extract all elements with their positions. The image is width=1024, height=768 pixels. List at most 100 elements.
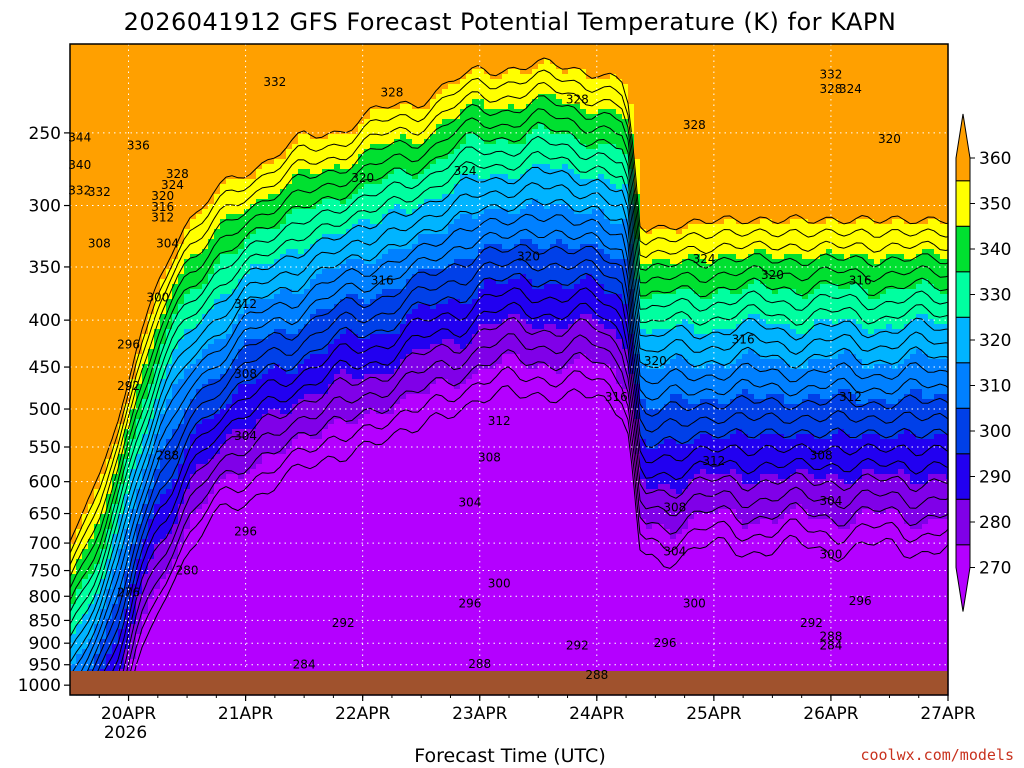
contour-label: 276 (117, 585, 140, 599)
y-tick-label: 650 (29, 505, 61, 525)
contour-label: 336 (127, 138, 150, 152)
contour-label: 300 (683, 597, 706, 611)
contour-label: 320 (761, 268, 784, 282)
ground-strip (70, 671, 948, 695)
isentrope-contours (69, 57, 949, 696)
isentrope-336 (69, 135, 949, 613)
x-tick-label: 23APR (452, 704, 508, 724)
colorbar-label: 350 (979, 195, 1011, 215)
colorbar: 270 280 290 300 310 320 330 340 350 360 (955, 113, 1011, 612)
y-tick-label: 250 (29, 124, 61, 144)
colorbar-label: 310 (979, 377, 1011, 397)
contour-label: 304 (663, 545, 686, 559)
contour-label: 316 (371, 273, 394, 287)
contour-label: 316 (605, 390, 628, 404)
contour-label: 316 (849, 273, 872, 287)
contour-label: 328 (166, 167, 189, 181)
contour-label: 288 (585, 668, 608, 682)
isentrope-320 (69, 198, 949, 663)
colorbar-swatch (955, 113, 971, 182)
contour-label: 304 (459, 495, 482, 509)
y-tick-label: 900 (29, 634, 61, 654)
contour-label: 292 (800, 616, 823, 630)
y-tick-label: 1000 (18, 676, 61, 696)
isentrope-272 (128, 385, 949, 696)
contour-label: 308 (663, 500, 686, 514)
contour-label: 288 (819, 629, 842, 643)
contour-label: 308 (88, 236, 111, 250)
potential-temperature-field (70, 44, 949, 696)
colorbar-label: 280 (979, 513, 1011, 533)
isentrope-296 (91, 287, 949, 696)
contour-label: 328 (380, 86, 403, 100)
contour-label: 296 (849, 594, 872, 608)
x-tick-label: 24APR (569, 704, 625, 724)
contour-label: 332 (819, 68, 842, 82)
y-tick-label: 300 (29, 197, 61, 217)
contour-label: 304 (819, 494, 842, 508)
colorbar-label: 330 (979, 286, 1011, 306)
contour-label: 288 (468, 657, 491, 671)
chart-title: 2026041912 GFS Forecast Potential Temper… (124, 8, 897, 36)
contour-label: 284 (293, 658, 316, 672)
y-tick-label: 700 (29, 534, 61, 554)
contour-label: 296 (459, 597, 482, 611)
isentrope-304 (81, 258, 949, 696)
x-tick-label: 25APR (686, 704, 742, 724)
contour-label: 320 (644, 354, 667, 368)
y-axis: 250 300 350 400 450 500 550 600 650 700 750 800 850 9… (18, 124, 70, 696)
x-tick-label: 27APR (920, 704, 976, 724)
colorbar-label: 290 (979, 468, 1011, 488)
contour-label: 332 (263, 75, 286, 89)
x-axis-label: Forecast Time (UTC) (414, 745, 605, 767)
isentrope-276 (124, 366, 949, 696)
contour-label: 304 (234, 429, 257, 443)
x-tick-label: 20APR (101, 704, 157, 724)
contour-label: 320 (151, 189, 174, 203)
y-tick-label: 800 (29, 587, 61, 607)
contour-label: 308 (478, 451, 501, 465)
y-tick-label: 350 (29, 258, 61, 278)
contour-label: 312 (151, 210, 174, 224)
isentrope-280 (120, 349, 949, 696)
contour-label: 308 (234, 367, 257, 381)
isentrope-316 (69, 213, 949, 677)
contour-label: 316 (732, 333, 755, 347)
isentrope-312 (69, 228, 949, 690)
colorbar-swatch (955, 544, 971, 612)
y-tick-label: 750 (29, 562, 61, 582)
contour-label: 300 (146, 291, 169, 305)
isentrope-348 (69, 95, 949, 577)
contour-label: 328 (819, 82, 842, 96)
contour-label: 300 (819, 547, 842, 561)
contour-label: 312 (488, 414, 511, 428)
y-tick-label: 400 (29, 311, 61, 331)
y-tick-label: 550 (29, 438, 61, 458)
contour-label: 328 (683, 118, 706, 132)
contour-label: 320 (517, 250, 540, 264)
contour-label: 308 (810, 449, 833, 463)
isentrope-300 (86, 272, 949, 696)
isentrope-288 (107, 317, 949, 696)
contour-label: 292 (332, 616, 355, 630)
contour-label: 320 (878, 132, 901, 146)
x-tick-label: 26APR (803, 704, 859, 724)
contour-label: 328 (566, 93, 589, 107)
isentrope-292 (98, 301, 949, 696)
isentrope-332 (69, 150, 949, 625)
colorbar-swatch (955, 498, 971, 546)
contour-label: 312 (234, 297, 257, 311)
contour-label: 284 (819, 638, 842, 652)
contour-label: 280 (176, 564, 199, 578)
colorbar-swatch (955, 453, 971, 500)
contour-label: 300 (488, 577, 511, 591)
y-tick-label: 850 (29, 611, 61, 631)
contour-label: 324 (839, 82, 862, 96)
contour-label: 332 (88, 185, 111, 199)
isentrope-340 (69, 121, 949, 601)
colorbar-swatch (955, 407, 971, 455)
isentrope-324 (69, 182, 949, 650)
